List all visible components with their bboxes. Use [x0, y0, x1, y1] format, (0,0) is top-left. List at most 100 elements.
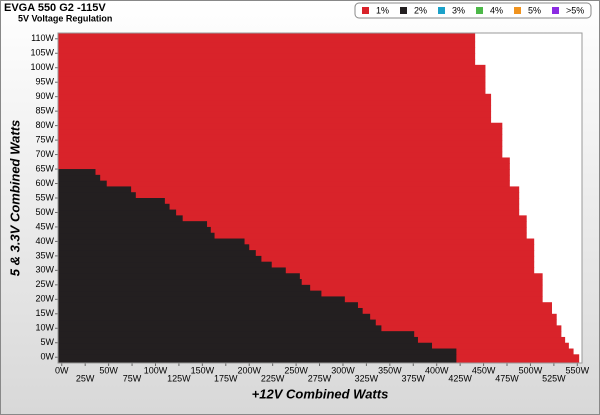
region-band: [58, 93, 492, 101]
plot: [58, 33, 580, 364]
legend-label: 1%: [376, 5, 389, 15]
chart-title: EVGA 550 G2 -115V: [4, 2, 106, 14]
legend-label: 2%: [414, 5, 427, 15]
region-band: [58, 221, 208, 228]
region-band: [58, 180, 107, 187]
x-tick-label: 325W: [355, 373, 379, 383]
region-band: [58, 192, 136, 199]
region-band: [58, 122, 503, 130]
region-band: [58, 331, 415, 338]
y-tick-label: 40W: [35, 236, 54, 246]
x-tick-label: 150W: [191, 365, 215, 375]
region-band: [58, 244, 535, 251]
region-band: [58, 238, 535, 245]
y-tick-label: 105W: [30, 48, 54, 58]
legend-label: 4%: [490, 5, 503, 15]
region-band: [58, 215, 183, 222]
y-tick-label: 60W: [35, 178, 54, 188]
region-band: [58, 128, 503, 135]
y-tick-label: 15W: [35, 308, 54, 318]
region-band: [58, 267, 535, 274]
x-tick-label: 450W: [472, 365, 496, 375]
x-tick-label: 500W: [519, 365, 543, 375]
region-band: [58, 41, 476, 48]
region-band: [58, 348, 457, 355]
region-band: [58, 186, 520, 193]
y-tick-label: 75W: [35, 134, 54, 144]
region-band: [58, 273, 300, 280]
legend-swatch: [438, 7, 445, 14]
region-band: [58, 163, 510, 170]
region-band: [58, 169, 510, 176]
region-band: [58, 302, 358, 309]
legend-swatch: [514, 7, 521, 14]
x-tick-label: 25W: [76, 373, 95, 383]
legend-label: >5%: [566, 5, 584, 15]
x-tick-label: 475W: [495, 373, 519, 383]
region-band: [58, 70, 486, 77]
y-tick-label: 5W: [41, 337, 55, 347]
x-tick-label: 50W: [99, 365, 118, 375]
region-band: [58, 255, 262, 263]
region-band: [58, 174, 510, 182]
region-band: [58, 250, 256, 257]
region-band: [58, 192, 520, 199]
region-band: [58, 198, 520, 205]
y-tick-label: 65W: [35, 163, 54, 173]
x-tick-label: 375W: [402, 373, 426, 383]
legend-label: 5%: [528, 5, 541, 15]
plot-frame: [57, 32, 583, 364]
x-tick-label: 75W: [123, 373, 142, 383]
region-band: [58, 313, 371, 321]
x-tick-label: 100W: [144, 365, 168, 375]
region-band: [58, 296, 345, 303]
region-band: [58, 308, 363, 315]
x-tick-label: 400W: [425, 365, 449, 375]
region-band: [58, 180, 510, 187]
region-band: [58, 261, 272, 268]
y-tick-label: 20W: [35, 294, 54, 304]
region-band: [58, 116, 492, 124]
region-band: [58, 174, 101, 182]
region-band: [58, 76, 486, 83]
region-band: [58, 198, 165, 205]
region-band: [58, 261, 535, 268]
y-tick-label: 30W: [35, 265, 54, 275]
legend-box: [354, 2, 592, 19]
region-band: [58, 203, 170, 211]
x-tick-label: 125W: [167, 373, 191, 383]
region-band: [58, 273, 543, 280]
region-band: [58, 244, 250, 251]
region-band: [58, 53, 476, 60]
region-band: [58, 232, 215, 240]
x-tick-label: 225W: [261, 373, 285, 383]
x-tick-label: 250W: [284, 365, 308, 375]
region-band: [58, 255, 535, 263]
y-tick-label: 70W: [35, 149, 54, 159]
region-band: [58, 290, 322, 297]
region-band: [58, 203, 520, 211]
region-band: [58, 226, 527, 234]
legend-label: 3%: [452, 5, 465, 15]
chart-subtitle: 5V Voltage Regulation: [18, 13, 112, 23]
region-band: [58, 336, 418, 344]
x-tick-label: 525W: [542, 373, 566, 383]
x-tick-label: 425W: [448, 373, 472, 383]
region-band: [58, 64, 486, 72]
y-tick-label: 90W: [35, 91, 54, 101]
region-band: [58, 169, 96, 176]
region-band: [58, 111, 492, 118]
region-band: [58, 354, 457, 364]
y-tick-label: 95W: [35, 77, 54, 87]
legend-swatch: [400, 7, 407, 14]
y-tick-label: 10W: [35, 323, 54, 333]
x-tick-label: 0W: [55, 365, 69, 375]
x-axis-title: +12V Combined Watts: [252, 386, 389, 401]
x-tick-label: 200W: [237, 365, 261, 375]
region-band: [58, 82, 486, 89]
region-band: [58, 325, 382, 332]
x-tick-label: 300W: [331, 365, 355, 375]
region-band: [58, 105, 492, 112]
region-band: [58, 238, 245, 245]
